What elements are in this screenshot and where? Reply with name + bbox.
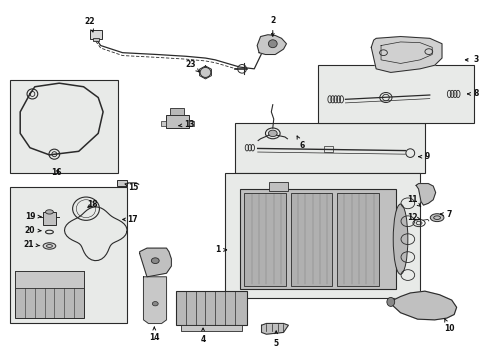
- Ellipse shape: [429, 214, 443, 222]
- Text: 10: 10: [443, 319, 454, 333]
- Ellipse shape: [200, 67, 210, 77]
- Bar: [239, 189, 395, 289]
- Circle shape: [152, 302, 158, 306]
- Text: 3: 3: [465, 55, 478, 64]
- Bar: [43, 212, 56, 225]
- Text: 1: 1: [215, 246, 226, 255]
- Bar: [117, 180, 127, 186]
- Text: 9: 9: [418, 152, 429, 161]
- Bar: [170, 108, 183, 116]
- Ellipse shape: [386, 297, 394, 306]
- Bar: [323, 145, 333, 152]
- Polygon shape: [257, 35, 286, 54]
- Text: 5: 5: [273, 331, 278, 348]
- Text: 18: 18: [87, 200, 98, 209]
- Text: 12: 12: [407, 213, 420, 222]
- Bar: [188, 121, 193, 126]
- Text: 17: 17: [122, 215, 138, 224]
- Ellipse shape: [45, 210, 53, 214]
- Ellipse shape: [392, 204, 407, 274]
- Bar: [15, 271, 83, 288]
- Text: 2: 2: [269, 16, 275, 36]
- Bar: [181, 325, 242, 330]
- Ellipse shape: [268, 40, 277, 48]
- Bar: [10, 187, 127, 323]
- Polygon shape: [370, 37, 441, 72]
- Polygon shape: [140, 248, 171, 277]
- Text: 19: 19: [25, 212, 41, 221]
- Text: 20: 20: [25, 226, 41, 235]
- Text: 16: 16: [51, 168, 62, 177]
- Polygon shape: [261, 323, 288, 334]
- Text: 22: 22: [84, 17, 95, 32]
- Polygon shape: [143, 277, 166, 323]
- Bar: [165, 116, 188, 128]
- Bar: [93, 39, 99, 41]
- Bar: [317, 65, 473, 123]
- Text: 21: 21: [24, 240, 40, 249]
- Text: 7: 7: [440, 210, 451, 219]
- Text: 23: 23: [185, 60, 199, 72]
- Text: 6: 6: [296, 136, 304, 150]
- Text: 14: 14: [149, 327, 159, 342]
- Text: 13: 13: [179, 120, 195, 129]
- Polygon shape: [415, 184, 435, 205]
- Ellipse shape: [268, 130, 277, 136]
- Bar: [290, 193, 331, 286]
- Text: 15: 15: [125, 183, 139, 192]
- Text: 8: 8: [467, 89, 478, 98]
- Bar: [90, 31, 102, 39]
- Bar: [10, 80, 118, 173]
- Text: 11: 11: [407, 195, 420, 207]
- Ellipse shape: [43, 243, 56, 249]
- Text: 4: 4: [200, 328, 205, 344]
- Bar: [268, 182, 288, 191]
- Bar: [234, 123, 424, 173]
- Circle shape: [151, 258, 159, 264]
- Bar: [15, 271, 83, 318]
- Bar: [336, 193, 378, 286]
- Polygon shape: [390, 291, 456, 320]
- Bar: [160, 121, 165, 126]
- Bar: [244, 193, 285, 286]
- Bar: [224, 173, 419, 298]
- Bar: [176, 291, 246, 325]
